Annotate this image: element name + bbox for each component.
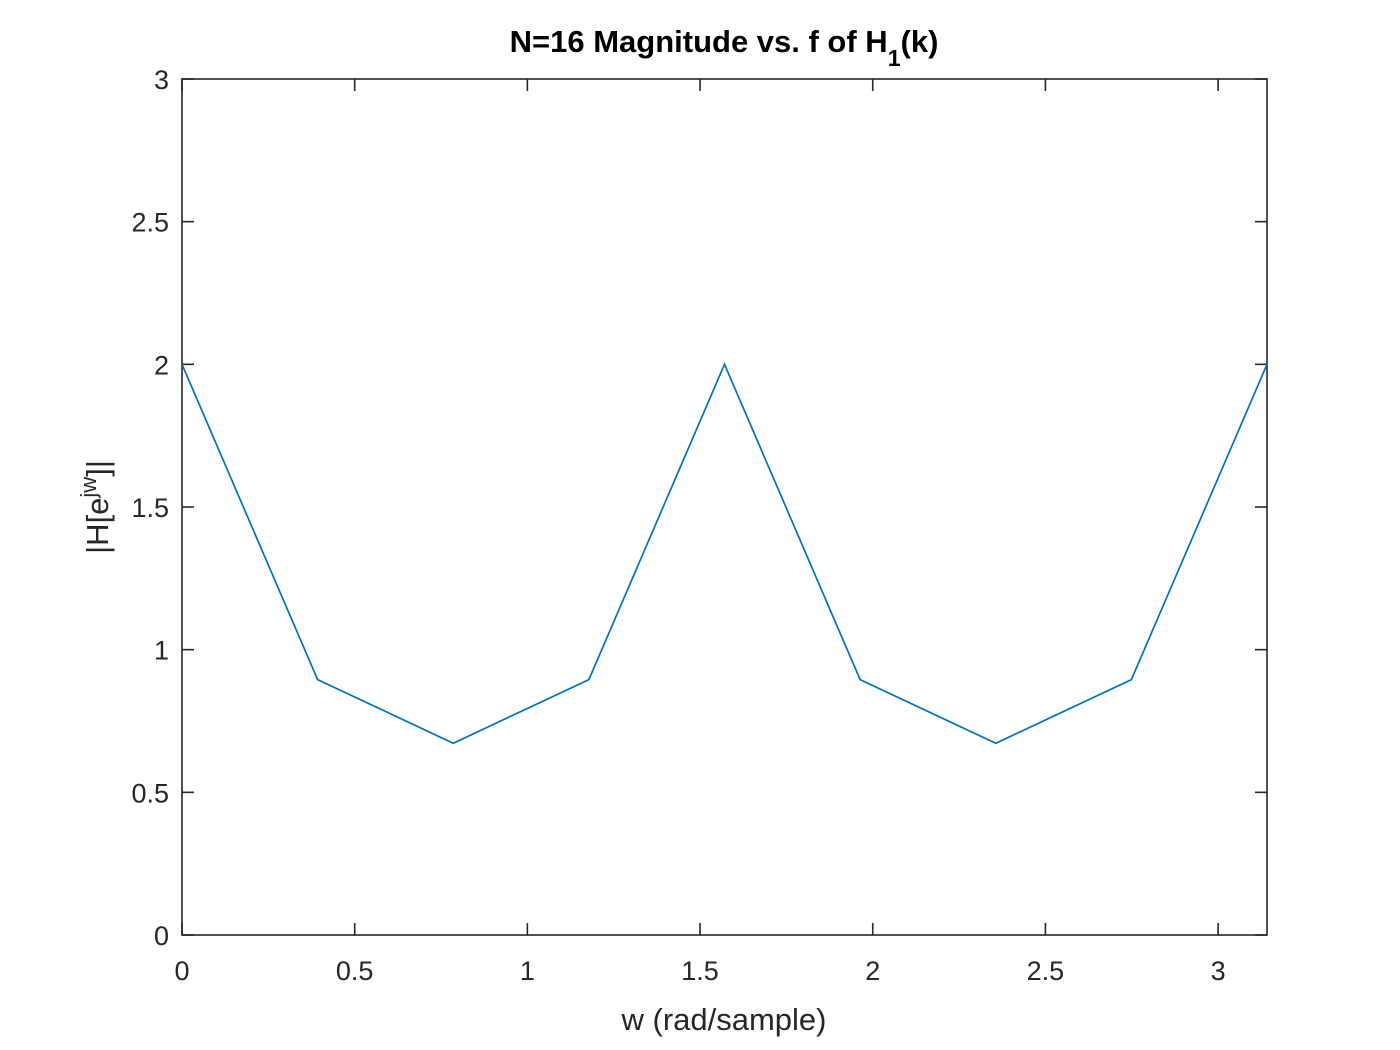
- y-axis-label-suffix: ]|: [80, 460, 115, 477]
- y-tick-label: 2: [154, 350, 169, 380]
- y-tick-label: 1: [154, 636, 169, 666]
- x-tick-label: 0: [174, 956, 189, 986]
- series-line: [181, 362, 1268, 745]
- y-tick-label: 2.5: [131, 208, 169, 238]
- y-tick-label: 1.5: [131, 493, 169, 523]
- chart-title-prefix: N=16 Magnitude vs. f of H: [510, 24, 888, 59]
- y-axis-label: |H[ejw]|: [76, 460, 115, 554]
- x-tick-label: 3: [1211, 956, 1226, 986]
- y-tick-label: 0: [154, 921, 169, 951]
- y-tick-label: 3: [154, 65, 169, 95]
- y-axis-label-superscript: jw: [76, 477, 101, 499]
- x-tick-label: 1: [520, 956, 535, 986]
- x-tick-label: 0.5: [336, 956, 374, 986]
- plot-area: 0 0.5 1 1.5 2 2.5 3 0 0.5 1 1.5 2 2.5 3: [131, 65, 1268, 986]
- chart-title-suffix: (k): [901, 24, 939, 59]
- y-axis-label-prefix: |H[e: [80, 498, 115, 554]
- x-tick-label: 2.5: [1027, 956, 1065, 986]
- x-tick-label: 2: [865, 956, 880, 986]
- y-tick-label: 0.5: [131, 778, 169, 808]
- chart-title: N=16 Magnitude vs. f of H1(k): [510, 24, 939, 71]
- x-tick-label: 1.5: [681, 956, 719, 986]
- x-axis-label: w (rad/sample): [621, 1002, 827, 1037]
- chart-title-subscript: 1: [888, 45, 901, 71]
